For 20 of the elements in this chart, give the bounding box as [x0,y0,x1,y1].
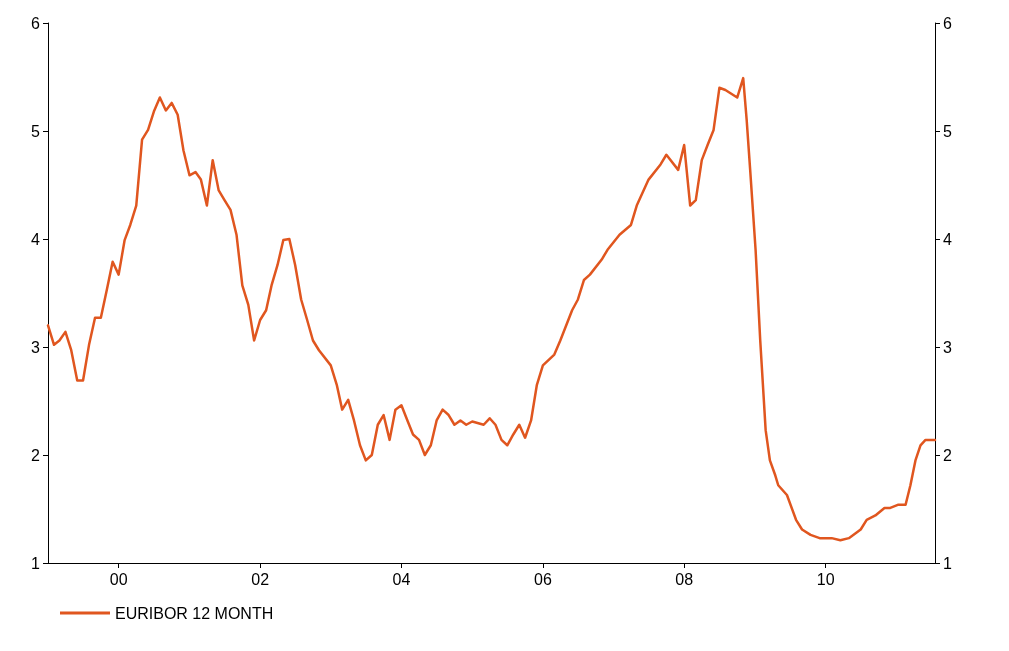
y-tick-label: 2 [31,446,41,464]
y-tick-label: 6 [31,14,41,32]
y2-tick-label: 1 [943,554,952,572]
x-tick-label: 00 [109,570,128,588]
x-tick-label: 06 [533,570,552,588]
line-series [46,76,937,542]
y2-tick-label: 4 [943,230,952,248]
y2-tick-label: 3 [943,338,952,356]
y2-tick-label: 6 [943,14,952,32]
y2-tick-label: 2 [943,446,952,464]
x-tick-label: 10 [816,570,835,588]
y2-tick-label: 5 [943,122,952,140]
legend-label: EURIBOR 12 MONTH [115,604,274,622]
y-tick-label: 3 [31,338,41,356]
x-tick-label: 08 [675,570,694,588]
x-tick-label: 02 [251,570,270,588]
x-tick-label: 04 [392,570,411,588]
y-tick-label: 1 [31,554,41,572]
y-tick-label: 4 [31,230,41,248]
y-tick-label: 5 [31,122,41,140]
